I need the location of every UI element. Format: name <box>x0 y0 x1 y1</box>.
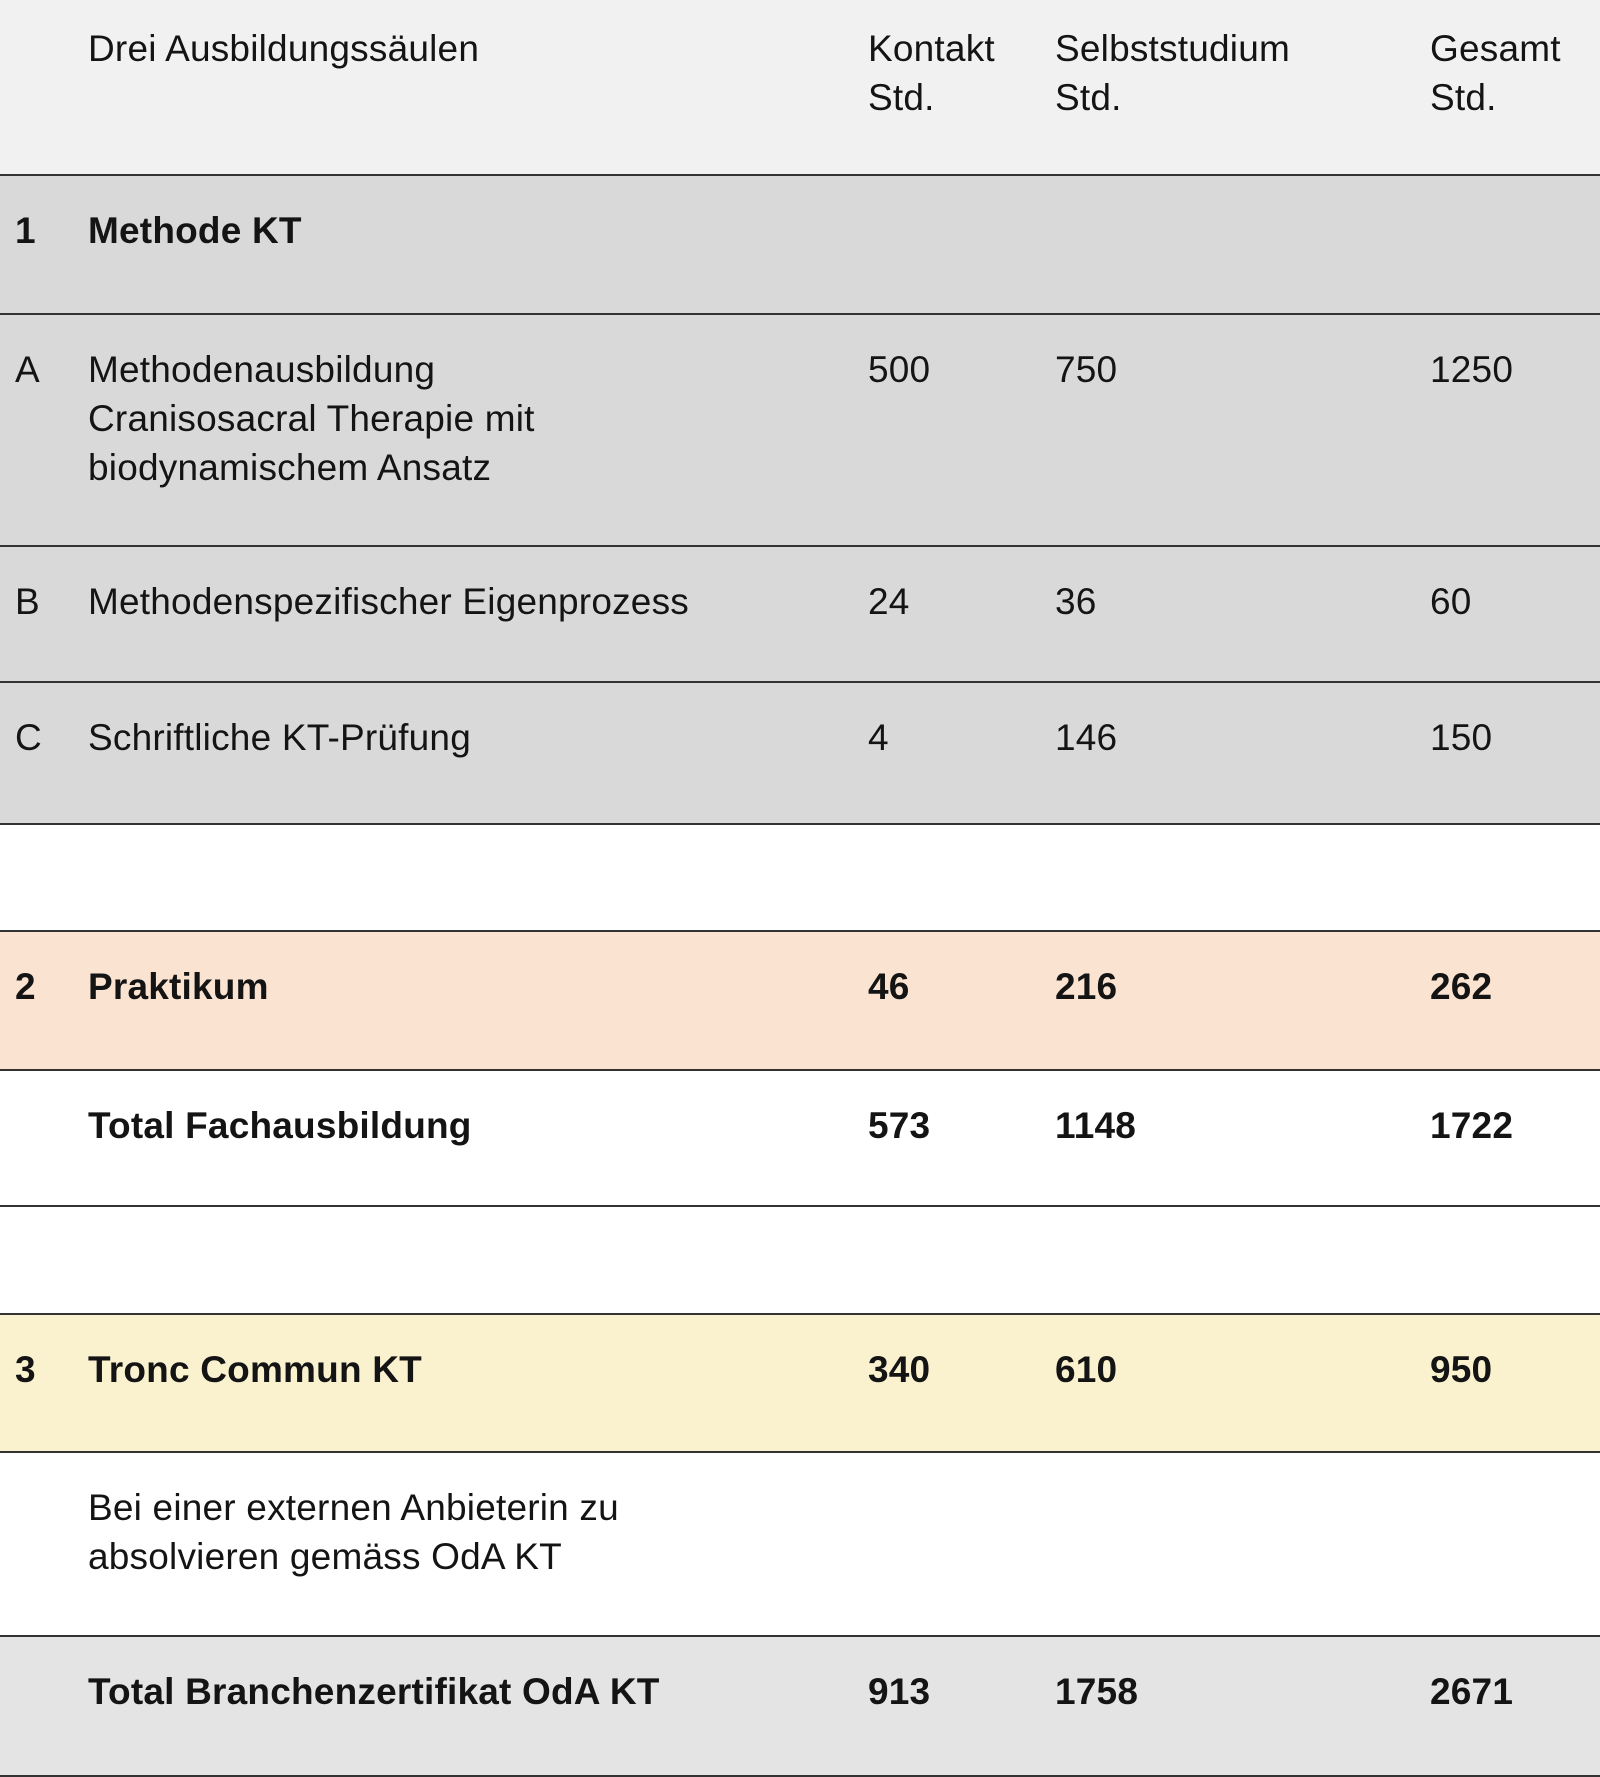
row-index <box>0 1070 88 1207</box>
cell-kontakt: 500 <box>868 314 1055 547</box>
label-line: absolvieren gemäss OdA KT <box>88 1536 562 1577</box>
row-label: Methodenspezifischer Eigenprozess <box>88 546 868 683</box>
cell-gesamt: 1722 <box>1430 1070 1600 1207</box>
cell-selbststudium: 1758 <box>1055 1636 1430 1777</box>
cell-selbststudium: 146 <box>1055 682 1430 825</box>
row-index: 1 <box>0 175 88 315</box>
row-eigenprozess: B Methodenspezifischer Eigenprozess 24 3… <box>0 546 1600 683</box>
cell-selbststudium <box>1055 1452 1430 1637</box>
header-index-cell <box>0 0 88 176</box>
header-kontakt: Kontakt <box>868 28 995 69</box>
row-total-branchenzertifikat: Total Branchenzertifikat OdA KT 913 1758… <box>0 1636 1600 1777</box>
row-index: 2 <box>0 931 88 1071</box>
cell-gesamt: 150 <box>1430 682 1600 825</box>
spacer-row <box>0 824 1600 932</box>
header-kontakt-unit: Std. <box>868 77 935 118</box>
cell-gesamt: 950 <box>1430 1314 1600 1453</box>
header-selbststudium-cell: Selbststudium Std. <box>1055 0 1430 176</box>
cell-kontakt: 340 <box>868 1314 1055 1453</box>
row-index: B <box>0 546 88 683</box>
label-line: Bei einer externen Anbieterin zu <box>88 1487 619 1528</box>
label-line: biodynamischem Ansatz <box>88 447 492 488</box>
row-tronc-commun: 3 Tronc Commun KT 340 610 950 <box>0 1314 1600 1453</box>
row-label: Total Branchenzertifikat OdA KT <box>88 1636 868 1777</box>
cell-gesamt: 1250 <box>1430 314 1600 547</box>
header-label-cell: Drei Ausbildungssäulen <box>88 0 868 176</box>
cell-kontakt <box>868 175 1055 315</box>
header-gesamt-unit: Std. <box>1430 77 1497 118</box>
cell-kontakt: 46 <box>868 931 1055 1071</box>
cell-kontakt: 913 <box>868 1636 1055 1777</box>
row-index: C <box>0 682 88 825</box>
row-label: Praktikum <box>88 931 868 1071</box>
row-label: Methodenausbildung Cranisosacral Therapi… <box>88 314 868 547</box>
table-header-row: Drei Ausbildungssäulen Kontakt Std. Selb… <box>0 0 1600 176</box>
header-kontakt-cell: Kontakt Std. <box>868 0 1055 176</box>
cell-kontakt: 4 <box>868 682 1055 825</box>
spacer-cell <box>0 824 1600 932</box>
cell-gesamt <box>1430 175 1600 315</box>
header-gesamt: Gesamt <box>1430 28 1561 69</box>
cell-kontakt: 573 <box>868 1070 1055 1207</box>
row-label: Schriftliche KT-Prüfung <box>88 682 868 825</box>
row-index: 3 <box>0 1314 88 1453</box>
row-label: Total Fachausbildung <box>88 1070 868 1207</box>
cell-selbststudium: 216 <box>1055 931 1430 1071</box>
row-label: Bei einer externen Anbieterin zu absolvi… <box>88 1452 868 1637</box>
row-methode-kt: 1 Methode KT <box>0 175 1600 315</box>
spacer-row <box>0 1206 1600 1315</box>
row-label: Tronc Commun KT <box>88 1314 868 1453</box>
cell-selbststudium: 36 <box>1055 546 1430 683</box>
cell-gesamt <box>1430 1452 1600 1637</box>
cell-gesamt: 262 <box>1430 931 1600 1071</box>
label-line: Cranisosacral Therapie mit <box>88 398 535 439</box>
row-kt-pruefung: C Schriftliche KT-Prüfung 4 146 150 <box>0 682 1600 825</box>
cell-gesamt: 2671 <box>1430 1636 1600 1777</box>
row-index <box>0 1636 88 1777</box>
header-selbststudium: Selbststudium <box>1055 28 1290 69</box>
row-label: Methode KT <box>88 175 868 315</box>
row-tronc-note: Bei einer externen Anbieterin zu absolvi… <box>0 1452 1600 1637</box>
row-methodenausbildung: A Methodenausbildung Cranisosacral Thera… <box>0 314 1600 547</box>
row-praktikum: 2 Praktikum 46 216 262 <box>0 931 1600 1071</box>
row-total-fachausbildung: Total Fachausbildung 573 1148 1722 <box>0 1070 1600 1207</box>
row-index <box>0 1452 88 1637</box>
cell-gesamt: 60 <box>1430 546 1600 683</box>
spacer-cell <box>0 1206 1600 1315</box>
header-label: Drei Ausbildungssäulen <box>88 28 480 69</box>
header-selbststudium-unit: Std. <box>1055 77 1122 118</box>
label-line: Methodenausbildung <box>88 349 436 390</box>
cell-selbststudium: 610 <box>1055 1314 1430 1453</box>
cell-selbststudium: 1148 <box>1055 1070 1430 1207</box>
cell-selbststudium <box>1055 175 1430 315</box>
cell-kontakt: 24 <box>868 546 1055 683</box>
cell-kontakt <box>868 1452 1055 1637</box>
cell-selbststudium: 750 <box>1055 314 1430 547</box>
header-gesamt-cell: Gesamt Std. <box>1430 0 1600 176</box>
row-index: A <box>0 314 88 547</box>
